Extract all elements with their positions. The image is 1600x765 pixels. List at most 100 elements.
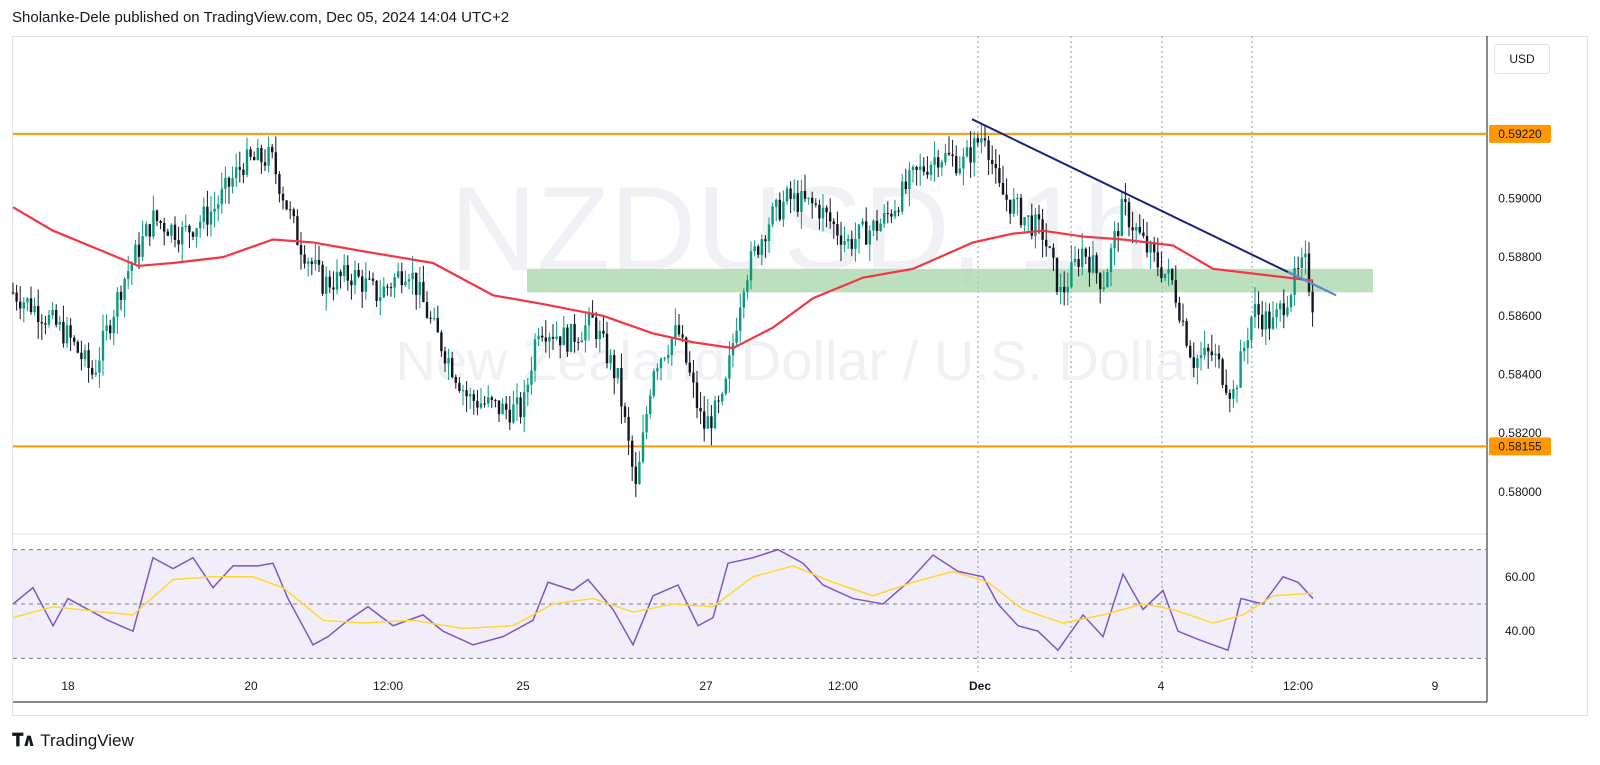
candle-body bbox=[1282, 303, 1285, 316]
candle-body bbox=[321, 264, 324, 294]
candle-body bbox=[591, 312, 594, 318]
candle-body bbox=[861, 221, 864, 225]
candle-body bbox=[1135, 227, 1138, 231]
candle-body bbox=[969, 147, 972, 163]
candle-body bbox=[199, 221, 202, 229]
candle-body bbox=[980, 138, 983, 143]
level-label-bg-0 bbox=[1489, 124, 1551, 143]
descending-trendline bbox=[971, 118, 1337, 297]
candle-body bbox=[202, 206, 205, 222]
candle-body bbox=[137, 244, 141, 257]
candle-body bbox=[350, 280, 353, 286]
candle-body bbox=[937, 157, 940, 168]
time-tick-1: 20 bbox=[244, 679, 258, 693]
candle-body bbox=[883, 213, 886, 224]
candle-body bbox=[505, 403, 508, 410]
candle-body bbox=[1261, 314, 1264, 330]
candle-body bbox=[1289, 295, 1293, 308]
candle-body bbox=[631, 440, 634, 467]
candle-body bbox=[1109, 248, 1113, 273]
candle-body bbox=[681, 334, 684, 338]
candle-body bbox=[94, 372, 97, 375]
candle-body bbox=[1084, 248, 1087, 257]
candle-body bbox=[537, 335, 540, 340]
candle-body bbox=[1059, 286, 1062, 293]
candle-body bbox=[1225, 384, 1228, 393]
candle-body bbox=[638, 461, 641, 485]
candles bbox=[11, 122, 1314, 498]
price-tick-2: 0.58400 bbox=[1498, 368, 1542, 382]
rsi-tick-0: 60.00 bbox=[1505, 570, 1535, 584]
candle-body bbox=[857, 224, 861, 239]
candle-body bbox=[11, 292, 15, 294]
time-tick-0: 18 bbox=[61, 679, 75, 693]
candle-body bbox=[620, 368, 623, 407]
candle-body bbox=[461, 390, 465, 392]
candle-body bbox=[1228, 392, 1231, 399]
candle-body bbox=[922, 166, 925, 172]
candle-body bbox=[15, 292, 18, 302]
candle-body bbox=[670, 338, 673, 356]
candle-body bbox=[148, 224, 151, 237]
candle-body bbox=[1232, 389, 1235, 399]
candle-body bbox=[1304, 253, 1307, 258]
candle-body bbox=[775, 199, 778, 207]
rsi-tick-1: 40.00 bbox=[1505, 624, 1535, 638]
candle-body bbox=[357, 269, 360, 277]
candle-body bbox=[760, 239, 763, 255]
candle-body bbox=[598, 330, 601, 339]
candle-body bbox=[940, 162, 943, 168]
currency-button[interactable]: USD bbox=[1494, 44, 1550, 74]
candle-body bbox=[490, 397, 493, 400]
candle-body bbox=[530, 370, 533, 385]
candle-body bbox=[62, 321, 65, 344]
candle-body bbox=[206, 206, 209, 225]
time-tick-7: 4 bbox=[1158, 679, 1165, 693]
rsi-series-1 bbox=[12, 565, 1314, 630]
price-tick-3: 0.58600 bbox=[1498, 309, 1542, 323]
candle-body bbox=[76, 341, 79, 353]
candle-body bbox=[836, 224, 839, 236]
candle-body bbox=[325, 276, 328, 294]
candle-body bbox=[1009, 199, 1012, 214]
candle-body bbox=[785, 188, 789, 202]
candle-body bbox=[346, 265, 349, 281]
candle-body bbox=[897, 210, 900, 212]
candle-body bbox=[425, 302, 429, 318]
candle-body bbox=[987, 140, 990, 160]
candle-body bbox=[119, 291, 123, 300]
candle-body bbox=[641, 432, 645, 462]
candle-body bbox=[479, 403, 483, 408]
candle-body bbox=[379, 297, 382, 301]
candle-body bbox=[249, 149, 252, 157]
candle-body bbox=[699, 407, 702, 412]
candle-body bbox=[533, 339, 537, 371]
candle-body bbox=[1124, 199, 1127, 203]
candle-body bbox=[1138, 227, 1141, 233]
candle-body bbox=[1005, 194, 1008, 200]
candle-body bbox=[951, 154, 954, 157]
candle-body bbox=[1045, 239, 1048, 247]
candle-body bbox=[386, 286, 389, 288]
candle-body bbox=[292, 209, 295, 217]
candle-body bbox=[361, 276, 364, 292]
candle-body bbox=[1300, 257, 1303, 269]
candle-body bbox=[1167, 269, 1170, 274]
candle-body bbox=[728, 355, 731, 379]
candle-body bbox=[1001, 182, 1005, 195]
candle-body bbox=[519, 397, 522, 417]
candle-body bbox=[688, 362, 691, 373]
candle-body bbox=[1239, 351, 1242, 388]
candle-body bbox=[87, 350, 90, 368]
candle-body bbox=[843, 240, 846, 245]
candle-body bbox=[1253, 304, 1257, 318]
candle-body bbox=[127, 271, 130, 279]
candle-body bbox=[235, 167, 238, 179]
candle-body bbox=[958, 168, 961, 174]
candle-body bbox=[872, 220, 875, 231]
candle-body bbox=[454, 377, 457, 383]
candle-body bbox=[1203, 347, 1206, 356]
candle-body bbox=[890, 213, 893, 217]
candle-body bbox=[713, 400, 717, 429]
